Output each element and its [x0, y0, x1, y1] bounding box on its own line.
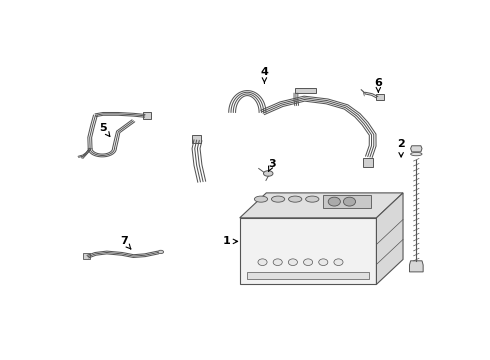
Ellipse shape — [271, 196, 285, 202]
Text: 2: 2 — [397, 139, 405, 157]
Bar — [83, 253, 90, 259]
Text: 3: 3 — [268, 159, 276, 172]
Ellipse shape — [306, 196, 319, 202]
Circle shape — [273, 259, 282, 266]
Text: 4: 4 — [261, 67, 269, 83]
Ellipse shape — [158, 250, 164, 253]
Bar — [295, 87, 316, 93]
Bar — [143, 112, 151, 118]
Polygon shape — [240, 193, 403, 218]
Polygon shape — [240, 218, 376, 284]
Polygon shape — [410, 261, 423, 272]
Ellipse shape — [264, 171, 273, 176]
Ellipse shape — [411, 152, 422, 156]
Ellipse shape — [254, 196, 268, 202]
Polygon shape — [411, 146, 422, 152]
Text: 6: 6 — [374, 78, 382, 92]
Bar — [192, 135, 200, 143]
Circle shape — [288, 259, 297, 266]
Circle shape — [343, 197, 356, 206]
Circle shape — [258, 259, 267, 266]
Ellipse shape — [289, 196, 302, 202]
Text: 5: 5 — [99, 123, 110, 136]
Text: 1: 1 — [222, 237, 238, 246]
Bar — [323, 195, 371, 208]
Circle shape — [318, 259, 328, 266]
Bar — [376, 94, 384, 100]
Bar — [363, 158, 373, 167]
Circle shape — [328, 197, 341, 206]
Polygon shape — [376, 193, 403, 284]
Text: 7: 7 — [120, 237, 131, 249]
Circle shape — [334, 259, 343, 266]
Circle shape — [303, 259, 313, 266]
Bar — [247, 272, 369, 279]
